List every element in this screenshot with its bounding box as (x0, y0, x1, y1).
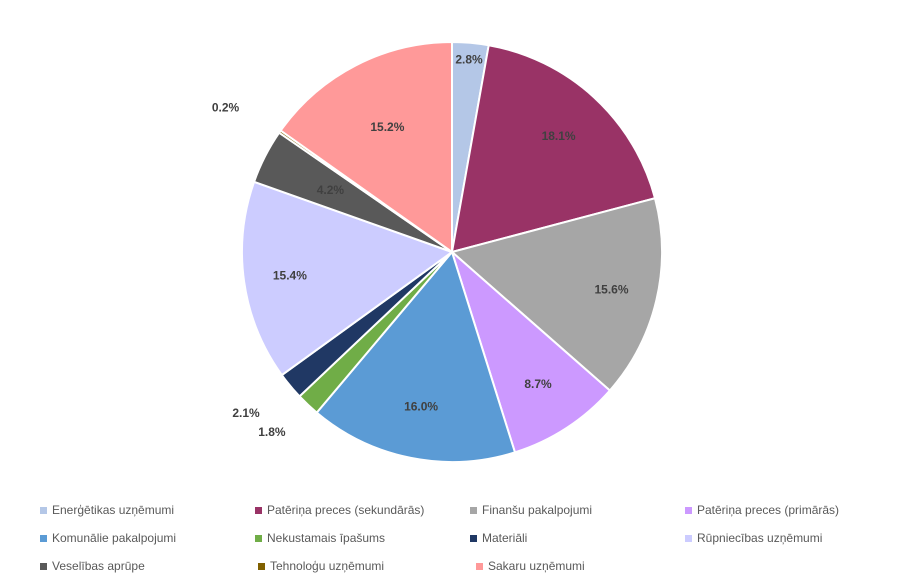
data-label: 8.7% (524, 377, 552, 391)
legend-row: Enerģētikas uzņēmumi Patēriņa preces (sek… (40, 496, 900, 524)
data-label: 15.2% (370, 120, 404, 134)
legend-row: Veselības aprūpe Tehnoloģu uzņēmumi Sakaru… (40, 552, 900, 580)
legend-label: Patēriņa preces (sekundārās) (267, 503, 425, 517)
pie-slices (241, 40, 663, 463)
data-label: 16.0% (404, 399, 438, 413)
legend-swatch (476, 562, 483, 570)
legend-swatch (685, 506, 692, 514)
legend-swatch (258, 562, 265, 570)
pie-slice (315, 249, 517, 463)
legend-label: Materiāli (482, 531, 528, 545)
legend-item: Komunālie pakalpojumi (40, 531, 255, 545)
legend-label: Tehnoloģu uzņēmumi (270, 559, 385, 573)
legend-item: Patēriņa preces (sekundārās) (255, 503, 470, 517)
legend-item: Patēriņa preces (primārās) (685, 503, 900, 517)
legend-swatch (40, 506, 47, 514)
legend-swatch (40, 534, 47, 542)
legend-swatch (470, 506, 477, 514)
legend-swatch (255, 534, 262, 542)
legend-item: Finanšu pakalpojumi (470, 503, 685, 517)
data-label: 2.1% (232, 406, 260, 420)
data-label: 15.6% (594, 283, 628, 297)
legend-row: Komunālie pakalpojumi Nekustamais īpašums… (40, 524, 900, 552)
legend-item: Materiāli (470, 531, 685, 545)
legend-label: Rūpniecības uzņēmumi (697, 531, 823, 545)
pie-slice (450, 44, 657, 254)
legend-label: Komunālie pakalpojumi (52, 531, 177, 545)
pie-slice (241, 180, 455, 377)
pie-slice (279, 40, 453, 254)
legend-item: Veselības aprūpe (40, 559, 258, 573)
legend-label: Enerģētikas uzņēmumi (52, 503, 175, 517)
data-label: 15.4% (273, 268, 307, 282)
legend-item: Nekustamais īpašums (255, 531, 470, 545)
legend-item: Enerģētikas uzņēmumi (40, 503, 255, 517)
data-label: 2.8% (455, 53, 483, 67)
pie-slice (449, 248, 612, 454)
legend-label: Nekustamais īpašums (267, 531, 386, 545)
legend-swatch (470, 534, 477, 542)
data-label: 4.2% (317, 183, 345, 197)
legend-label: Finanšu pakalpojumi (482, 503, 593, 517)
data-label: 18.1% (542, 129, 576, 143)
legend-label: Sakaru uzņēmumi (488, 559, 585, 573)
legend-item: Tehnoloģu uzņēmumi (258, 559, 476, 573)
legend-swatch (685, 534, 692, 542)
data-label: 1.8% (258, 425, 286, 439)
legend: Enerģētikas uzņēmumi Patēriņa preces (sek… (40, 496, 900, 580)
legend-label: Veselības aprūpe (52, 559, 145, 573)
pie-slice (449, 197, 663, 392)
data-labels: 2.8% 18.1% 15.6% 8.7% 16.0% 1.8% 2.1% 15.4% 4.2%… (212, 53, 629, 440)
legend-item: Rūpniecības uzņēmumi (685, 531, 900, 545)
data-label: 0.2% (212, 101, 240, 115)
pie-chart: 2.8% 18.1% 15.6% 8.7% 16.0% 1.8% 2.1% 15.4% 4.2%… (212, 40, 663, 463)
legend-swatch (40, 562, 47, 570)
legend-item: Sakaru uzņēmumi (476, 559, 694, 573)
legend-label: Patēriņa preces (primārās) (697, 503, 840, 517)
legend-swatch (255, 506, 262, 514)
